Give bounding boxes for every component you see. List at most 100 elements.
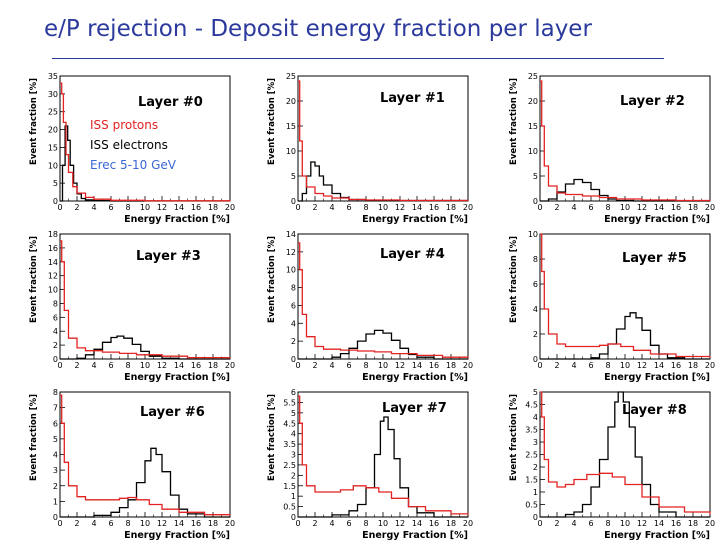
y-axis-label: Event fraction [%] [267, 236, 277, 323]
x-tick-label: 0 [57, 519, 62, 528]
y-tick-label: 10 [48, 286, 58, 295]
plot-frame-6 [59, 391, 231, 518]
series-line-protons [298, 80, 469, 202]
y-tick-label: 20 [528, 97, 538, 106]
y-tick-label: 0 [533, 513, 538, 522]
y-tick-label: 0 [53, 355, 58, 364]
y-tick-label: 10 [48, 161, 58, 170]
x-axis-label: Energy Fraction [%] [124, 214, 230, 225]
legend-protons: ISS protons [90, 118, 158, 132]
y-axis-label: Event fraction [%] [267, 394, 277, 481]
x-tick-label: 8 [363, 519, 368, 528]
x-tick-label: 14 [174, 361, 184, 370]
y-tick-label: 3.5 [525, 426, 538, 435]
layer-title: Layer #8 [622, 403, 687, 418]
layer-title: Layer #7 [382, 401, 447, 416]
x-tick-label: 4 [329, 519, 334, 528]
x-tick-label: 0 [537, 361, 542, 370]
y-tick-label: 18 [48, 230, 58, 239]
y-tick-label: 10 [286, 147, 296, 156]
x-tick-label: 8 [605, 519, 610, 528]
x-tick-label: 16 [429, 203, 439, 212]
y-axis-label: Event fraction [%] [267, 78, 277, 165]
series-line-protons [60, 394, 231, 516]
y-tick-label: 12 [48, 272, 58, 281]
x-tick-label: 16 [429, 519, 439, 528]
y-tick-label: 8 [53, 388, 58, 397]
y-tick-label: 0 [291, 355, 296, 364]
plot-frame-7 [297, 391, 469, 518]
x-tick-label: 6 [108, 519, 113, 528]
plot-frame-0 [59, 75, 231, 202]
legend-energy-range: Erec 5-10 GeV [90, 158, 177, 172]
x-tick-label: 12 [395, 361, 405, 370]
layer-title: Layer #0 [138, 95, 203, 110]
legend-electrons: ISS electrons [90, 138, 168, 152]
title-divider [52, 58, 664, 59]
x-tick-label: 20 [463, 203, 473, 212]
x-tick-label: 2 [74, 203, 79, 212]
x-tick-label: 4 [571, 203, 576, 212]
x-tick-label: 8 [363, 361, 368, 370]
y-tick-label: 12 [286, 248, 296, 257]
x-axis-label: Energy Fraction [%] [124, 530, 230, 540]
y-tick-label: 20 [286, 97, 296, 106]
y-tick-label: 2 [53, 341, 58, 350]
x-tick-label: 14 [174, 203, 184, 212]
x-tick-label: 16 [671, 361, 681, 370]
x-tick-label: 2 [74, 361, 79, 370]
y-tick-label: 15 [286, 122, 296, 131]
x-tick-label: 18 [446, 519, 456, 528]
y-tick-label: 14 [48, 258, 58, 267]
x-tick-label: 18 [446, 203, 456, 212]
y-tick-label: 5 [53, 435, 58, 444]
x-tick-label: 10 [620, 203, 630, 212]
x-tick-label: 6 [108, 361, 113, 370]
x-tick-label: 18 [688, 361, 698, 370]
x-tick-label: 0 [537, 203, 542, 212]
layer-title: Layer #5 [622, 251, 687, 266]
x-tick-label: 10 [620, 519, 630, 528]
y-tick-label: 6 [291, 388, 296, 397]
x-tick-label: 2 [554, 519, 559, 528]
y-tick-label: 8 [291, 284, 296, 293]
y-tick-label: 0 [53, 197, 58, 206]
x-tick-label: 6 [588, 361, 593, 370]
y-axis-label: Event fraction [%] [509, 78, 519, 165]
x-tick-label: 8 [125, 519, 130, 528]
x-tick-label: 4 [91, 519, 96, 528]
x-tick-label: 6 [108, 203, 113, 212]
x-tick-label: 12 [157, 203, 167, 212]
series-line-electrons [60, 447, 230, 518]
x-tick-label: 4 [571, 519, 576, 528]
y-tick-label: 1.5 [283, 482, 296, 491]
series-line-protons [60, 240, 231, 359]
x-tick-label: 16 [429, 361, 439, 370]
x-tick-label: 2 [312, 519, 317, 528]
y-tick-label: 16 [48, 244, 58, 253]
series-line-electrons [60, 335, 230, 360]
x-tick-label: 4 [329, 361, 334, 370]
x-tick-label: 2 [554, 203, 559, 212]
x-tick-label: 14 [654, 203, 664, 212]
y-tick-label: 1 [53, 497, 58, 506]
x-tick-label: 8 [363, 203, 368, 212]
y-tick-label: 15 [48, 143, 58, 152]
x-tick-label: 8 [605, 361, 610, 370]
y-tick-label: 10 [528, 230, 538, 239]
y-tick-label: 0 [533, 197, 538, 206]
y-tick-label: 0.5 [283, 503, 296, 512]
y-tick-label: 4.5 [283, 419, 296, 428]
x-tick-label: 8 [605, 203, 610, 212]
x-tick-label: 12 [395, 203, 405, 212]
series-line-electrons [60, 125, 230, 202]
y-axis-label: Event fraction [%] [29, 394, 39, 481]
y-tick-label: 14 [286, 230, 296, 239]
x-tick-label: 4 [91, 203, 96, 212]
x-tick-label: 6 [588, 519, 593, 528]
x-tick-label: 10 [620, 361, 630, 370]
y-tick-label: 1.5 [525, 476, 538, 485]
y-tick-label: 20 [48, 126, 58, 135]
y-tick-label: 4 [291, 319, 296, 328]
